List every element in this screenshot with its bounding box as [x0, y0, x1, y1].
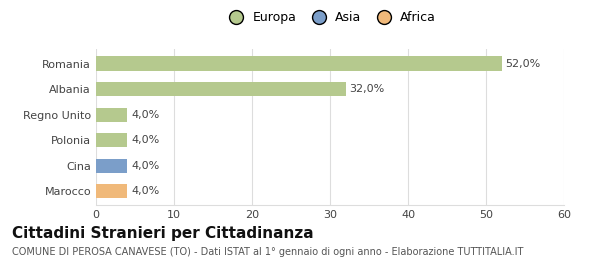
Bar: [96, 56, 502, 70]
Text: 4,0%: 4,0%: [131, 135, 160, 145]
Text: Cittadini Stranieri per Cittadinanza: Cittadini Stranieri per Cittadinanza: [12, 226, 314, 241]
Text: COMUNE DI PEROSA CANAVESE (TO) - Dati ISTAT al 1° gennaio di ogni anno - Elabora: COMUNE DI PEROSA CANAVESE (TO) - Dati IS…: [12, 247, 523, 257]
Text: 52,0%: 52,0%: [505, 58, 541, 69]
Text: 32,0%: 32,0%: [349, 84, 385, 94]
Bar: [96, 108, 127, 122]
Bar: [96, 184, 127, 198]
Bar: [96, 133, 127, 147]
Text: 4,0%: 4,0%: [131, 161, 160, 171]
Text: 4,0%: 4,0%: [131, 110, 160, 120]
Bar: [96, 82, 346, 96]
Text: 4,0%: 4,0%: [131, 186, 160, 196]
Bar: [96, 159, 127, 173]
Legend: Europa, Asia, Africa: Europa, Asia, Africa: [221, 9, 439, 27]
